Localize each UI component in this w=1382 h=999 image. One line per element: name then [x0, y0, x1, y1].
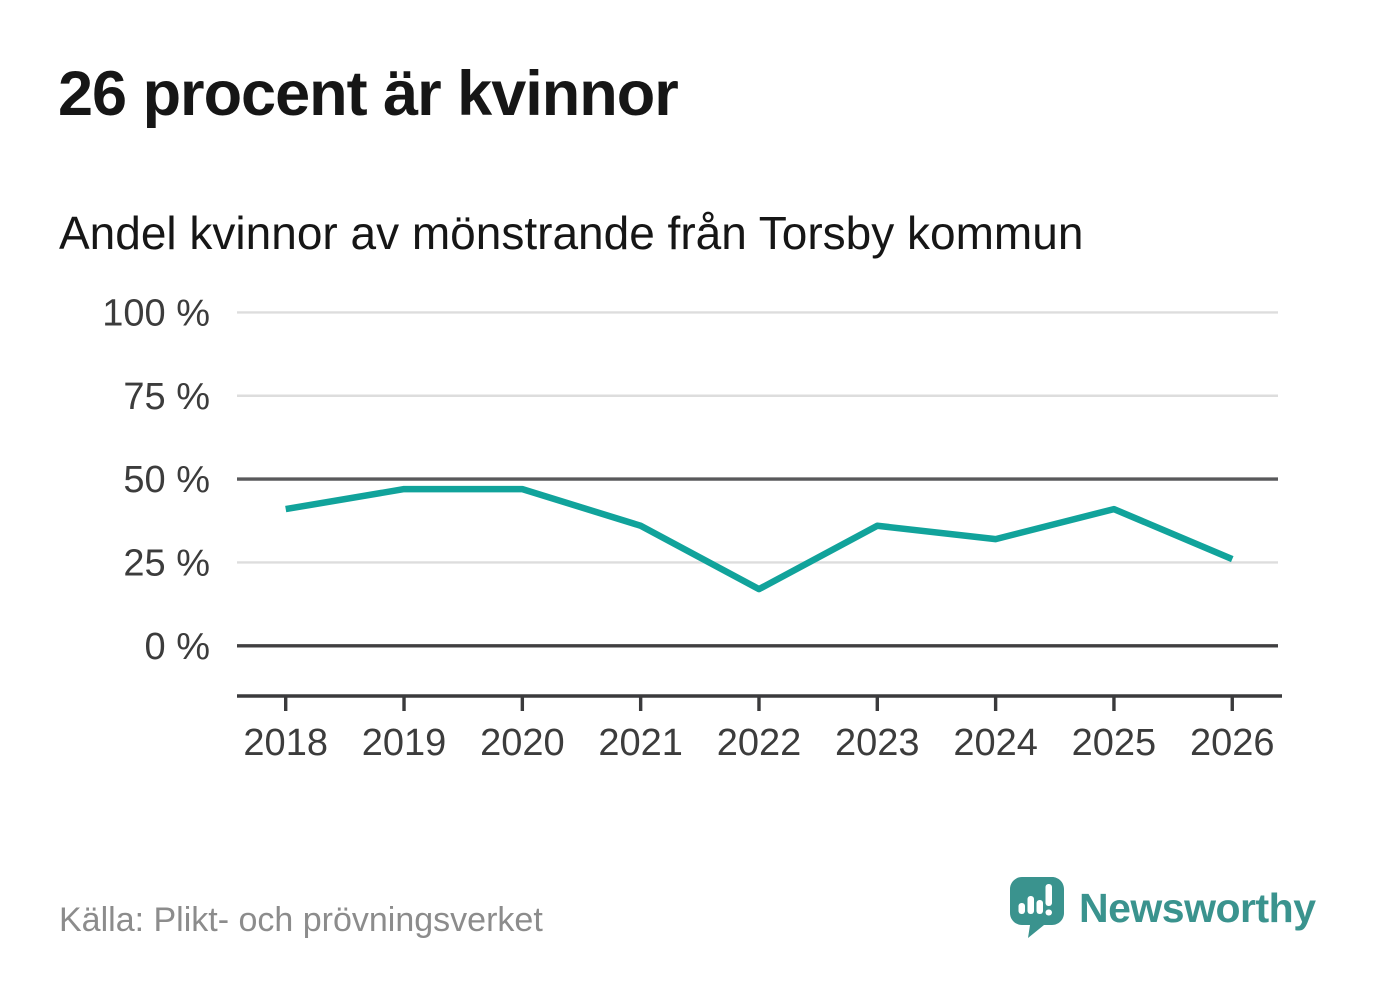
y-tick-label: 50 %: [123, 459, 210, 501]
newsworthy-logo: Newsworthy: [1010, 877, 1316, 939]
line-chart: 0 % 25 % 50 % 75 % 100 % 2018 2019 2020 2021 2022…: [102, 292, 1282, 764]
y-tick-label: 75 %: [123, 376, 210, 418]
brand-name: Newsworthy: [1079, 884, 1316, 931]
x-tick-label: 2026: [1190, 722, 1275, 764]
data-line-andel-kvinnor-av-mönstrande: [285, 485, 1234, 593]
x-tick-label: 2020: [480, 722, 565, 764]
y-tick-label: 25 %: [123, 542, 210, 584]
x-tick-label: 2025: [1072, 722, 1157, 764]
newsworthy-logo-icon: [1010, 877, 1064, 938]
x-tick-label: 2022: [717, 722, 802, 764]
y-tick-label: 100 %: [102, 292, 210, 334]
x-tick-label: 2023: [835, 722, 920, 764]
x-tick-label: 2018: [243, 722, 328, 764]
page-title: 26 procent är kvinnor: [58, 59, 679, 129]
x-tick-label: 2019: [362, 722, 447, 764]
y-tick-label: 0 %: [145, 626, 210, 668]
x-tick-label: 2021: [598, 722, 683, 764]
chart-subtitle: Andel kvinnor av mönstrande från Torsby …: [59, 207, 1084, 259]
source-text: Källa: Plikt- och prövningsverket: [59, 901, 543, 939]
x-tick-label: 2024: [953, 722, 1038, 764]
